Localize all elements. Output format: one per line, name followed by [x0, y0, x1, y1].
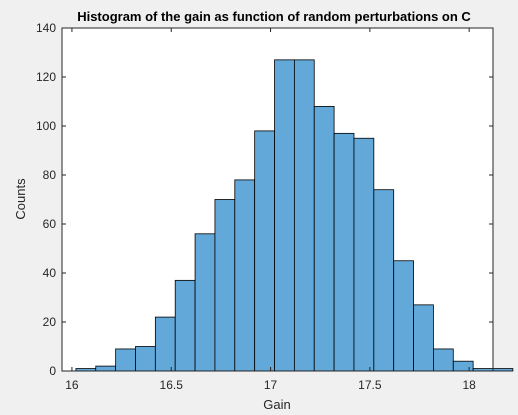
x-tick-label: 17 [264, 378, 278, 392]
y-tick-label: 120 [36, 70, 56, 84]
histogram-bar [214, 199, 236, 372]
x-ticks-group: 16 16.5 17 17.5 18 [65, 28, 476, 392]
axes-box [61, 27, 494, 372]
histogram-bar [333, 132, 355, 372]
histogram-bar [452, 360, 474, 372]
histogram-bar [293, 59, 315, 372]
x-tick-label: 16 [65, 378, 79, 392]
histogram-bar [433, 348, 454, 372]
histogram-bar [413, 304, 434, 372]
y-tick-label: 0 [49, 364, 56, 378]
y-tick-label: 140 [36, 21, 56, 35]
histogram-bar [135, 346, 156, 372]
histogram-bar [353, 137, 375, 372]
histogram-bar [174, 279, 196, 372]
histogram-bar [95, 365, 117, 372]
x-tick-label: 16.5 [160, 378, 184, 392]
histogram-bar [274, 59, 295, 372]
x-tick-label: 18 [462, 378, 476, 392]
y-tick-label: 20 [43, 315, 57, 329]
x-tick-label: 17.5 [358, 378, 382, 392]
histogram-bar [393, 260, 414, 372]
x-axis-label: Gain [263, 397, 290, 412]
histogram-bar [194, 233, 216, 372]
histogram-bar [234, 179, 256, 372]
histogram-bar [373, 189, 395, 372]
y-tick-label: 80 [43, 168, 57, 182]
histogram-bar [115, 348, 136, 372]
y-tick-label: 40 [43, 266, 57, 280]
histogram-bar [492, 368, 514, 372]
chart-title: Histogram of the gain as function of ran… [77, 9, 471, 24]
y-ticks-group: 0 20 40 60 80 100 120 140 [36, 21, 493, 378]
y-tick-label: 100 [36, 119, 56, 133]
histogram-bar [313, 106, 335, 372]
histogram-bar [254, 130, 275, 372]
y-tick-label: 60 [43, 217, 57, 231]
bars-group [75, 59, 514, 372]
histogram-bar [154, 316, 176, 372]
y-axis-label: Counts [13, 178, 28, 220]
